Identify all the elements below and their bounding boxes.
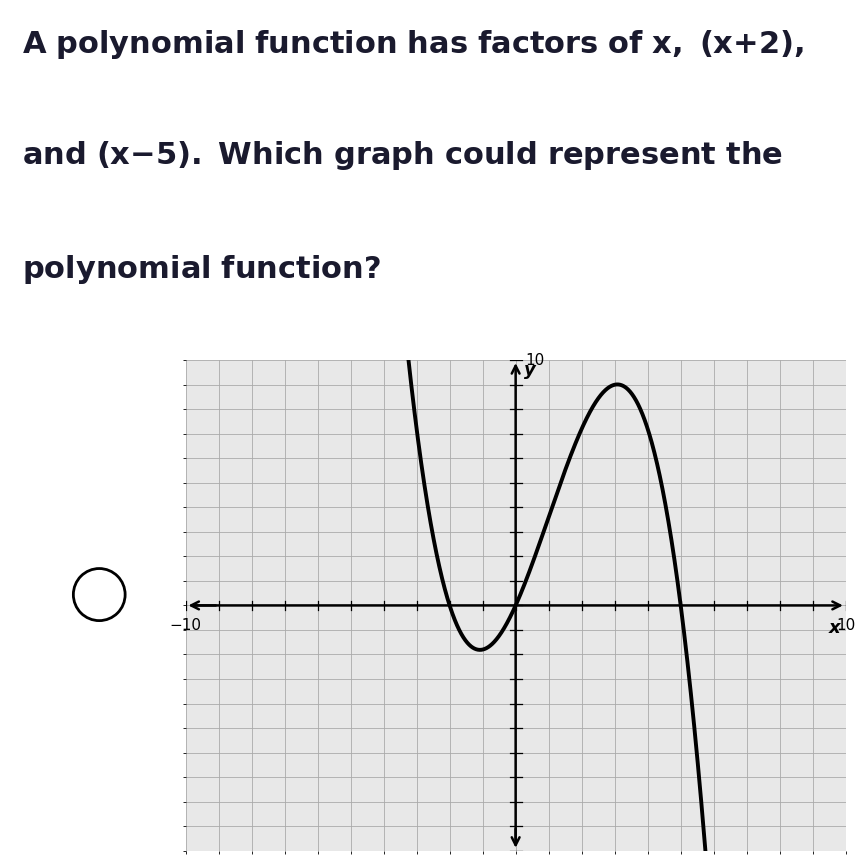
- Text: x: x: [829, 619, 841, 637]
- Text: $\mathbf{and\ (}$$\mathit{\mathbf{x}}$$\mathbf{-5).\ Which\ graph\ }$$\mathit{\m: $\mathbf{and\ (}$$\mathit{\mathbf{x}}$$\…: [22, 139, 783, 172]
- Text: 10: 10: [836, 618, 855, 633]
- Text: y: y: [524, 361, 536, 379]
- Text: $\mathbf{polynomial\ function?}$: $\mathbf{polynomial\ function?}$: [22, 253, 381, 286]
- Text: 10: 10: [526, 352, 545, 368]
- Text: −10: −10: [169, 618, 202, 633]
- Text: $\mathbf{A\ polynomial\ function\ has\ factors\ of}$$\mathbf{\ }$$\mathit{\mathb: $\mathbf{A\ polynomial\ function\ has\ f…: [22, 28, 803, 61]
